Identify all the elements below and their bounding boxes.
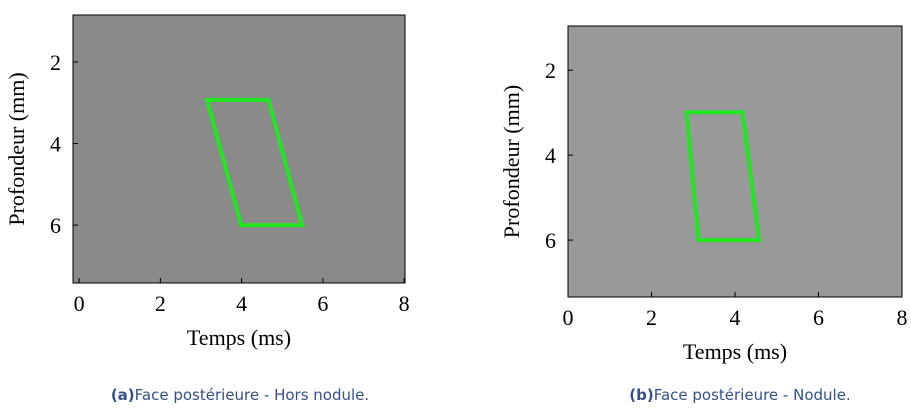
y-tick-label: 6: [545, 228, 556, 253]
x-axis-label: Temps (ms): [187, 325, 291, 350]
x-tick-label: 8: [897, 305, 908, 330]
x-tick-label: 4: [730, 305, 741, 330]
caption: (b)Face postérieure - Nodule.: [629, 386, 850, 404]
y-tick-label: 2: [50, 50, 61, 75]
axes-frame: [72, 14, 406, 284]
texture-blob: [568, 26, 902, 297]
x-tick-label: 8: [399, 291, 410, 316]
x-tick-label: 2: [646, 305, 657, 330]
y-axis-label: Profondeur (mm): [4, 72, 29, 225]
texture-blob: [73, 15, 405, 283]
y-axis-label: Profondeur (mm): [499, 85, 524, 238]
caption-text: Face postérieure - Nodule.: [654, 386, 851, 404]
x-tick-label: 6: [813, 305, 824, 330]
image: [73, 15, 405, 283]
region-outline: [204, 97, 305, 228]
x-tick-label: 2: [155, 291, 166, 316]
y-tick-label: 6: [50, 213, 61, 238]
caption-text: Face postérieure - Hors nodule.: [135, 386, 369, 404]
y-tick-label: 4: [545, 143, 556, 168]
y-tick-label: 2: [545, 58, 556, 83]
x-axis-label: Temps (ms): [683, 339, 787, 364]
x-tick-label: 6: [317, 291, 328, 316]
region-outline: [684, 110, 762, 243]
x-tick-label: 4: [236, 291, 247, 316]
x-tick-label: 0: [74, 291, 85, 316]
caption-label: (b): [629, 386, 653, 404]
image: [568, 26, 902, 297]
panel: 0 2 4 6 8 2 4 6 Temps (ms) Profondeur (mm) (a)Face…: [4, 14, 410, 404]
x-tick-label: 0: [563, 305, 574, 330]
panel: 0 2 4 6 8 2 4 6 Temps (ms) Profondeur (mm) (b)Face…: [499, 25, 908, 404]
y-tick-label: 4: [50, 131, 61, 156]
caption-label: (a): [111, 386, 135, 404]
caption: (a)Face postérieure - Hors nodule.: [111, 386, 369, 404]
